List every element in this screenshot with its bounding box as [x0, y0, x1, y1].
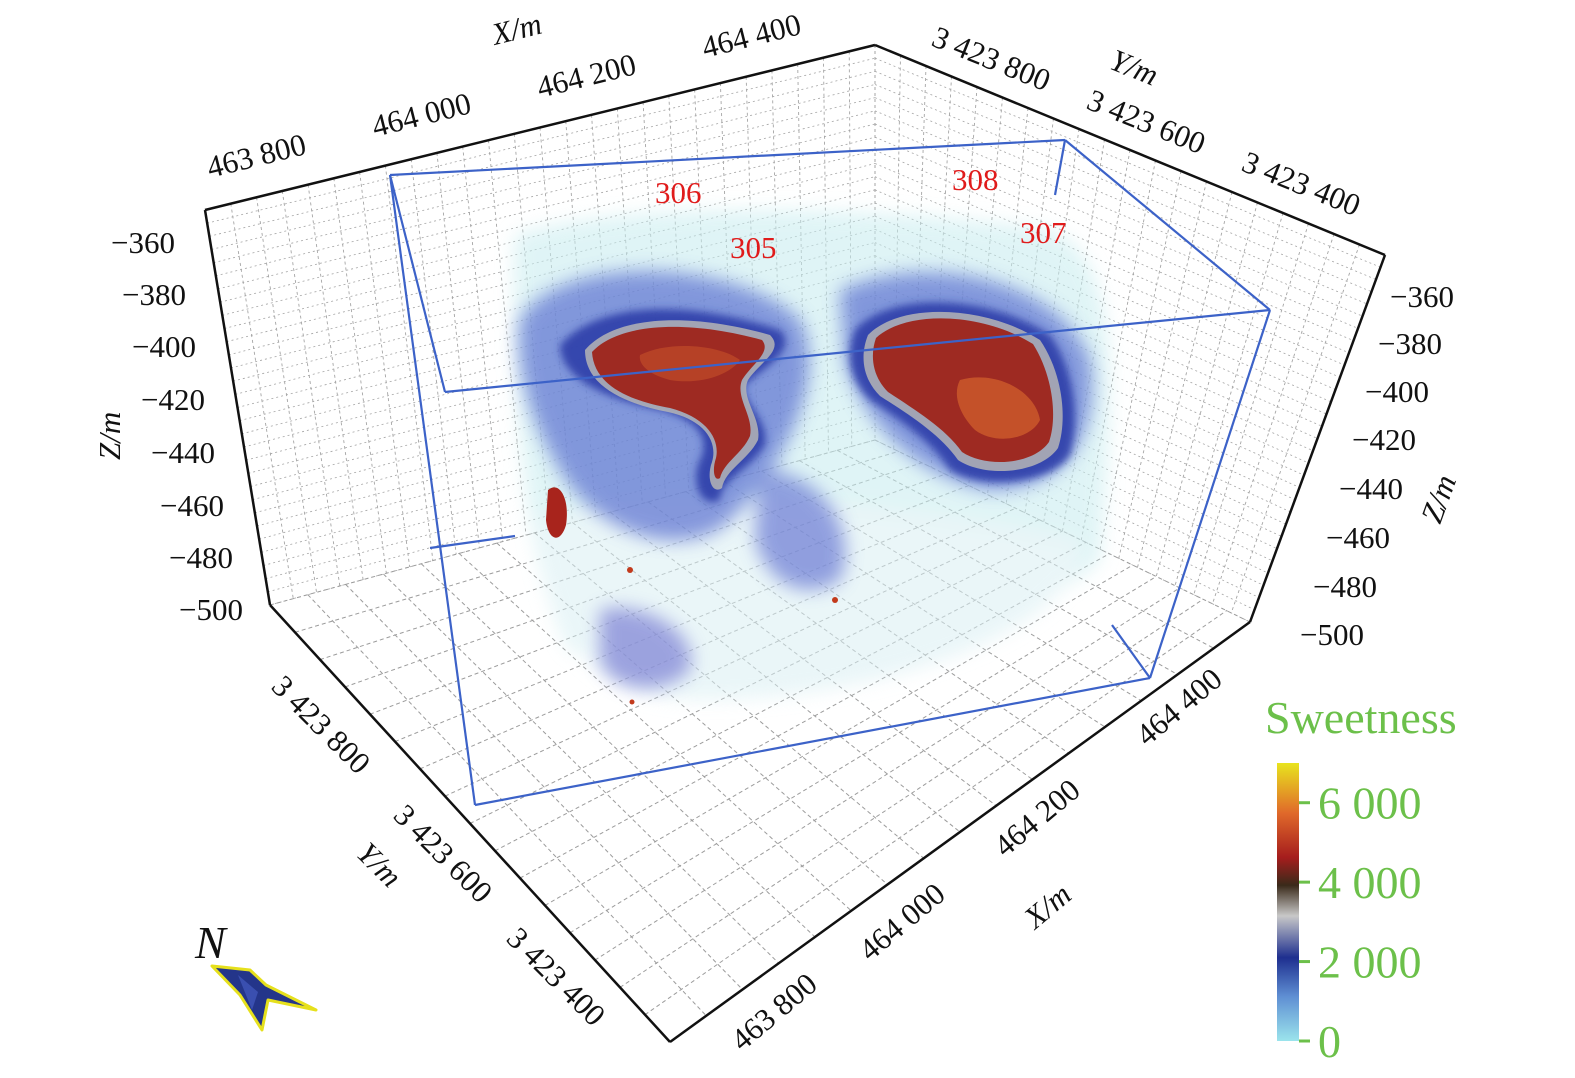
grid-line-right-wall-h: [874, 57, 1381, 268]
x-tick-top-label: 464 200: [533, 46, 639, 104]
z-tick-left-label: −380: [122, 277, 186, 312]
grid-line-floor-a: [307, 594, 707, 1017]
grid-line-right-wall-h: [874, 149, 1350, 354]
z-axis-right-label: Z/m: [1414, 470, 1463, 527]
z-tick-left-label: −420: [141, 382, 205, 417]
grid-line-right-wall-h: [874, 136, 1354, 342]
well-label-307: 307: [1020, 215, 1067, 250]
grid-line-left-wall-v: [488, 140, 527, 536]
grid-line-right-wall-v: [1118, 181, 1207, 559]
x-tick-bottom-label: 464 000: [852, 876, 952, 968]
z-tick-left-label: −500: [179, 592, 243, 627]
colorbar-title: Sweetness: [1265, 692, 1457, 743]
north-arrow-icon: [210, 964, 318, 1032]
grid-line-right-wall-h: [874, 268, 1309, 464]
grid-line-right-wall-v: [1174, 212, 1284, 586]
grid-line-floor-b: [594, 587, 1180, 961]
grid-line-right-wall-h: [874, 373, 1273, 562]
well-label-306: 306: [655, 175, 702, 210]
grid-line-left-wall-h: [230, 202, 876, 369]
grid-line-left-wall-v: [462, 146, 504, 542]
y-tick-top-label: 3 423 800: [927, 19, 1055, 98]
grid-line-floor-b: [619, 598, 1204, 988]
north-arrow: N: [194, 917, 318, 1032]
x-tick-top-label: 464 000: [368, 85, 474, 143]
grid-line-left-wall-v: [436, 152, 480, 548]
colorbar-tick-label: 4 000: [1318, 857, 1422, 908]
grid-line-floor-a: [458, 553, 852, 912]
grid-line-right-wall-h: [874, 97, 1368, 305]
y-tick-bottom-label: 3 423 800: [265, 668, 377, 780]
z-tick-left-label: −360: [111, 225, 175, 260]
colorbar: Sweetness 6 000 4 000 2 000 0: [1265, 692, 1457, 1067]
z-tick-left-label: −440: [151, 435, 215, 470]
x-tick-top-label: 464 400: [698, 6, 804, 64]
y-tick-top-label: 3 423 600: [1082, 82, 1210, 161]
north-arrow-shade: [238, 975, 258, 1010]
grid-line-floor-b: [569, 576, 1157, 934]
grid-line-left-wall-v: [384, 165, 434, 561]
grid-line-floor-a: [383, 573, 780, 964]
grid-line-left-wall-h: [226, 176, 876, 343]
z-tick-left-label: −400: [132, 329, 196, 364]
z-tick-right-label: −360: [1390, 279, 1454, 314]
grid-line-floor-b: [544, 564, 1134, 906]
z-tick-right-label: −400: [1365, 374, 1429, 409]
z-axis-left-label: Z/m: [92, 412, 127, 460]
z-tick-left-label: −480: [169, 540, 233, 575]
colorbar-gradient: [1277, 763, 1299, 1041]
z-tick-right-label: −460: [1326, 520, 1390, 555]
y-tick-bottom-label: 3 423 600: [387, 797, 499, 909]
x-tick-top-label: 463 800: [203, 126, 309, 184]
y-axis-top-label: Y/m: [1105, 42, 1163, 93]
well-label-308: 308: [952, 162, 999, 197]
well-label-305: 305: [730, 230, 777, 265]
grid-line-left-wall-h: [261, 386, 876, 553]
z-tick-left-label: −460: [160, 488, 224, 523]
y-axis-bottom-label: Y/m: [350, 835, 409, 894]
z-tick-right-label: −380: [1378, 326, 1442, 361]
z-tick-right-label: −500: [1300, 617, 1364, 652]
y-tick-top-label: 3 423 400: [1237, 144, 1365, 223]
y-tick-bottom-label: 3 423 400: [500, 920, 612, 1032]
colorbar-tick-label: 2 000: [1318, 937, 1422, 988]
x-axis-bottom-label: X/m: [1015, 876, 1077, 936]
sweetness-volume: [513, 210, 1110, 705]
grid-line-right-wall-h: [874, 163, 1345, 366]
survey-box: [388, 138, 1272, 807]
grid-line-floor-b: [644, 610, 1227, 1016]
x-tick-bottom-label: 464 200: [987, 772, 1087, 864]
z-tick-right-label: −480: [1313, 569, 1377, 604]
x-axis-top-label: X/m: [486, 6, 545, 53]
grid-line-right-wall-v: [1155, 202, 1258, 577]
colorbar-tick-label: 6 000: [1318, 778, 1422, 829]
z-tick-right-label: −420: [1352, 422, 1416, 457]
grid-line-left-wall-h: [215, 110, 876, 277]
x-tick-bottom-label: 463 800: [724, 966, 824, 1058]
z-tick-right-label: −440: [1339, 471, 1403, 506]
grid-line-right-wall-v: [1137, 191, 1233, 568]
grid-line-right-wall-v: [1230, 244, 1360, 614]
colorbar-ticks: 6 000 4 000 2 000 0: [1299, 778, 1422, 1067]
cube-frame: [203, 43, 1387, 1044]
grid-line-right-wall-h: [874, 110, 1363, 317]
grid-line-right-wall-h: [874, 189, 1336, 390]
grid-line-left-wall-h: [209, 70, 876, 237]
colorbar-tick-label: 0: [1318, 1016, 1341, 1067]
grid-line-left-wall-h: [213, 97, 876, 264]
grid-line-right-wall-h: [874, 70, 1377, 280]
north-label: N: [194, 917, 228, 968]
grid-line-left-wall-h: [256, 360, 876, 527]
grid-line-floor-a: [345, 584, 743, 990]
